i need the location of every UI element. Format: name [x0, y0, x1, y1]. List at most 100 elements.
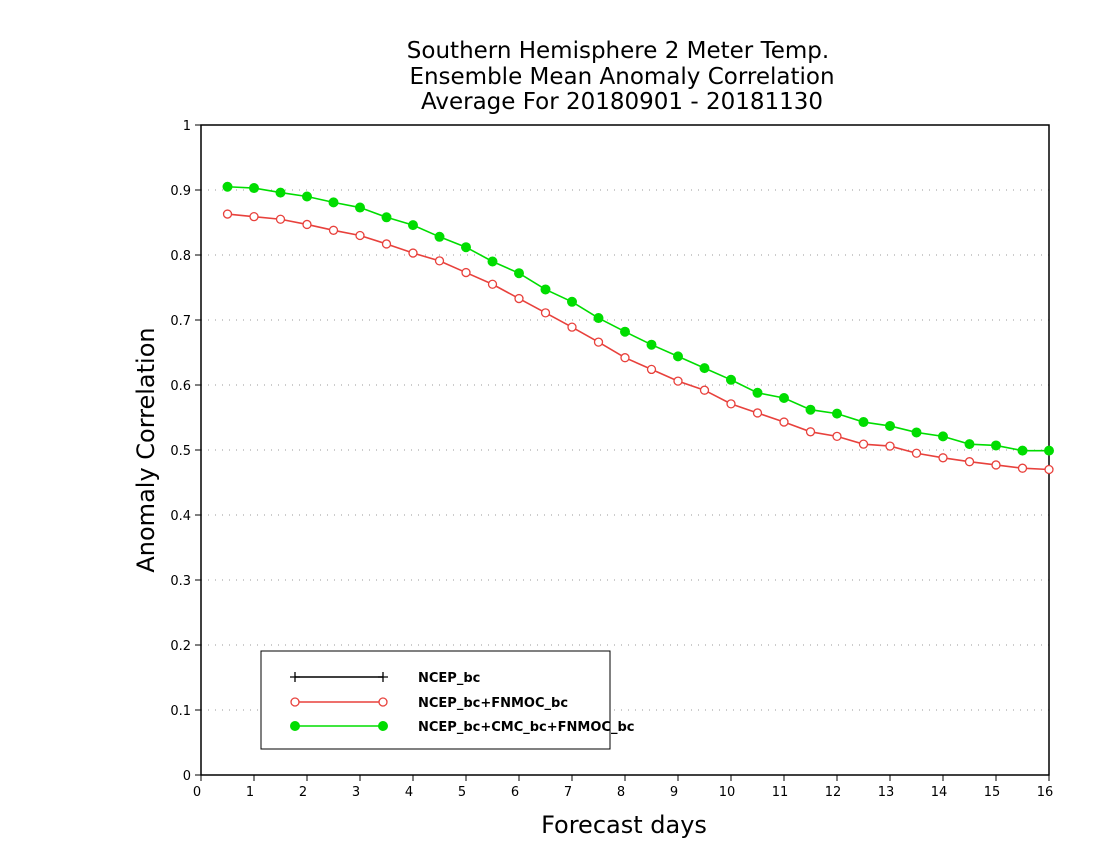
data-point	[646, 364, 657, 375]
data-point	[1017, 445, 1028, 456]
x-tick-label: 10	[719, 785, 736, 800]
series-line	[227, 185, 1049, 452]
data-point	[302, 191, 312, 202]
data-point	[487, 256, 498, 267]
x-tick-label: 7	[564, 785, 572, 800]
data-point	[328, 225, 339, 235]
data-point	[1017, 463, 1028, 473]
y-tick-label: 0.1	[170, 704, 191, 719]
data-point	[434, 256, 445, 266]
legend-item: NCEP_bc+CMC_bc+FNMOC_bc	[290, 720, 634, 735]
chart-title-line-1: Southern Hemisphere 2 Meter Temp.	[407, 38, 829, 64]
data-point	[964, 457, 975, 467]
y-tick-label: 0.2	[170, 639, 191, 654]
y-tick-label: 1	[183, 119, 191, 134]
data-point	[673, 351, 683, 362]
y-tick-label: 0.6	[170, 379, 191, 394]
data-point	[938, 453, 948, 463]
y-tick-label: 0.7	[170, 314, 191, 329]
y-tick-label: 0.4	[170, 509, 191, 524]
x-tick-label: 15	[984, 785, 1001, 800]
y-tick-label: 0.5	[170, 444, 191, 459]
data-point	[222, 181, 233, 192]
data-point	[328, 197, 339, 208]
y-tick-label: 0	[183, 769, 191, 784]
series-line	[227, 213, 1050, 471]
legend-label: NCEP_bc+CMC_bc+FNMOC_bc	[418, 720, 634, 735]
x-tick-label: 16	[1037, 785, 1054, 800]
legend-marker	[378, 672, 388, 682]
data-point	[726, 374, 736, 385]
legend-item: NCEP_bc	[290, 671, 480, 686]
data-point	[991, 460, 1001, 470]
series-1	[222, 209, 1054, 475]
legend-marker	[290, 672, 300, 682]
data-point	[593, 313, 604, 324]
x-tick-label: 0	[193, 785, 201, 800]
series-2	[222, 181, 1054, 456]
y-tick-label: 0.3	[170, 574, 191, 589]
axis-ticks: 00.10.20.30.40.50.60.70.80.910 1 2 3 4 5 6 7 8 9 1…	[170, 119, 1053, 800]
data-point	[832, 431, 842, 442]
legend: NCEP_bc NCEP_bc+FNMOC_bc NCEP_bc+CMC_bc+FN…	[260, 650, 634, 750]
x-tick-label: 13	[878, 785, 895, 800]
data-point	[911, 427, 922, 438]
data-point	[514, 268, 524, 279]
x-tick-label: 4	[405, 785, 413, 800]
data-point	[911, 448, 922, 458]
data-point	[805, 404, 816, 415]
data-point	[514, 293, 524, 304]
data-point	[249, 183, 259, 194]
legend-marker	[290, 721, 300, 731]
data-point	[699, 385, 710, 395]
data-point	[858, 439, 869, 449]
x-tick-label: 1	[246, 785, 254, 800]
data-point	[567, 296, 577, 307]
data-point	[408, 248, 418, 258]
data-point	[381, 212, 392, 223]
data-point	[620, 353, 630, 363]
data-point	[779, 393, 789, 403]
data-point	[991, 440, 1001, 451]
data-point	[275, 187, 286, 198]
x-tick-label: 8	[617, 785, 625, 800]
data-point	[673, 376, 683, 386]
x-axis-label: Forecast days	[541, 811, 707, 839]
data-point	[567, 322, 577, 332]
data-point	[964, 439, 975, 450]
x-tick-label: 5	[458, 785, 466, 800]
data-point	[885, 441, 895, 451]
data-point	[752, 387, 763, 398]
x-tick-label: 6	[511, 785, 519, 800]
data-point	[540, 308, 551, 318]
data-point	[620, 326, 630, 337]
data-point	[752, 408, 763, 418]
x-tick-label: 2	[299, 785, 307, 800]
chart-title-line-2: Ensemble Mean Anomaly Correlation	[409, 64, 834, 90]
y-tick-label: 0.8	[170, 249, 191, 264]
x-tick-label: 11	[772, 785, 789, 800]
data-point	[249, 211, 259, 222]
x-tick-label: 9	[670, 785, 678, 800]
data-point	[832, 408, 842, 419]
data-point	[275, 214, 286, 224]
data-point	[461, 242, 471, 253]
data-point	[381, 239, 392, 249]
data-point	[779, 417, 789, 427]
data-point	[461, 267, 471, 278]
chart-title-line-3: Average For 20180901 - 20181130	[421, 89, 823, 115]
y-axis-label: Anomaly Correlation	[132, 327, 160, 572]
data-point	[222, 209, 233, 219]
legend-label: NCEP_bc+FNMOC_bc	[418, 696, 568, 711]
data-point	[726, 399, 736, 409]
data-point	[487, 279, 498, 289]
legend-marker	[290, 697, 300, 707]
data-point	[885, 420, 895, 431]
data-point	[1044, 445, 1054, 456]
legend-marker	[378, 721, 388, 731]
data-point	[355, 202, 365, 213]
data-point	[540, 284, 551, 295]
legend-label: NCEP_bc	[418, 671, 480, 686]
data-point	[646, 339, 657, 350]
